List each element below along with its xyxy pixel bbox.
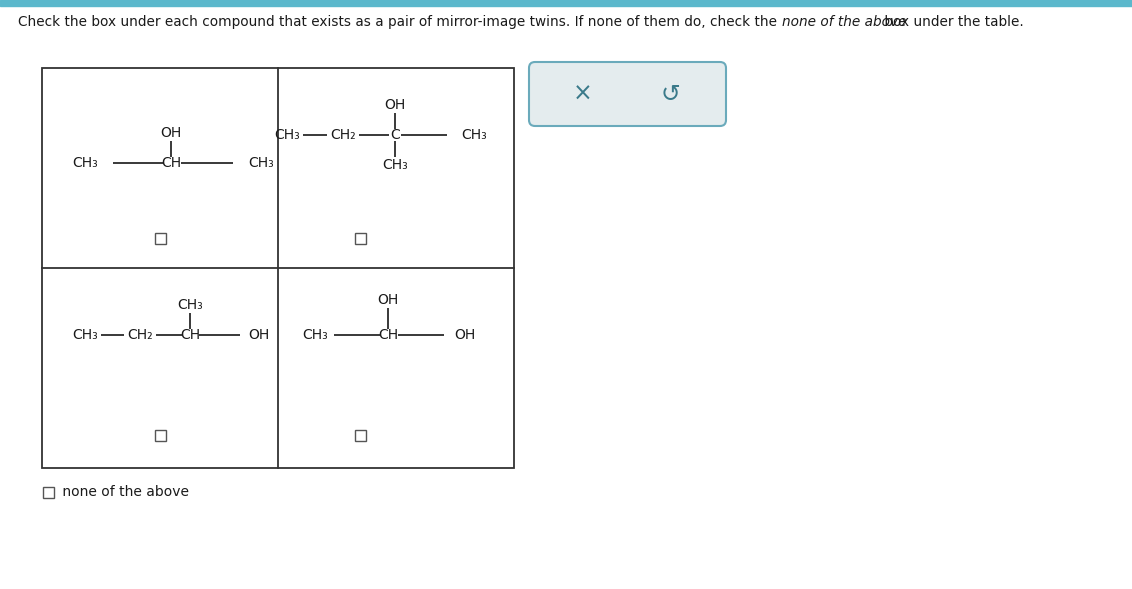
Text: CH₂: CH₂ [127, 328, 153, 342]
Text: CH: CH [378, 328, 398, 342]
Bar [354, 429, 366, 441]
Text: ×: × [573, 82, 593, 106]
Text: OH: OH [454, 328, 475, 342]
Text: OH: OH [161, 126, 181, 140]
Text: CH₃: CH₃ [248, 156, 274, 170]
Text: CH₃: CH₃ [302, 328, 328, 342]
Text: CH: CH [161, 156, 181, 170]
Text: box under the table.: box under the table. [880, 15, 1023, 29]
Text: CH₃: CH₃ [72, 156, 98, 170]
Bar [43, 487, 53, 498]
Text: CH₃: CH₃ [274, 128, 300, 142]
Text: none of the above: none of the above [782, 15, 907, 29]
Bar [42, 68, 514, 468]
Text: OH: OH [377, 293, 398, 307]
FancyBboxPatch shape [529, 62, 726, 126]
Bar [354, 233, 366, 243]
Bar [0, 0, 1132, 6]
Text: CH: CH [180, 328, 200, 342]
Text: none of the above: none of the above [58, 485, 189, 499]
Bar [154, 429, 165, 441]
Text: CH₃: CH₃ [72, 328, 97, 342]
Text: OH: OH [248, 328, 269, 342]
Text: CH₃: CH₃ [177, 298, 203, 312]
Text: CH₃: CH₃ [383, 158, 408, 172]
Text: ↺: ↺ [660, 82, 680, 106]
Text: C: C [391, 128, 400, 142]
Text: CH₃: CH₃ [461, 128, 487, 142]
Text: Check the box under each compound that exists as a pair of mirror-image twins. I: Check the box under each compound that e… [18, 15, 781, 29]
Text: CH₂: CH₂ [331, 128, 355, 142]
Text: OH: OH [385, 98, 405, 112]
Bar [154, 233, 165, 243]
